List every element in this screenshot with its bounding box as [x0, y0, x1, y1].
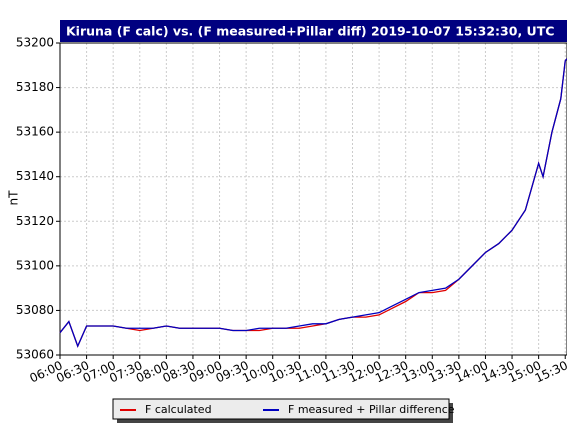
y-tick-label: 53180: [16, 80, 54, 94]
chart-title: Kiruna (F calc) vs. (F measured+Pillar d…: [66, 24, 554, 39]
legend: [112, 398, 453, 423]
title-bar: [60, 20, 567, 42]
series-line: [59, 58, 567, 348]
y-tick-label: 53120: [16, 214, 54, 228]
y-tick-label: 53160: [16, 125, 54, 139]
legend-label: F calculated: [145, 403, 212, 416]
legend-box: [112, 398, 450, 420]
y-tick-label: 53080: [16, 303, 54, 317]
y-axis-label: nT: [7, 190, 21, 206]
series-line: [59, 58, 567, 348]
y-tick-label: 53200: [16, 36, 54, 50]
y-tick-label: 53140: [16, 169, 54, 183]
y-tick-label: 53100: [16, 258, 54, 272]
legend-label: F measured + Pillar difference: [288, 403, 455, 416]
y-tick-label: 53060: [16, 348, 54, 362]
plot-frame: [59, 42, 567, 356]
